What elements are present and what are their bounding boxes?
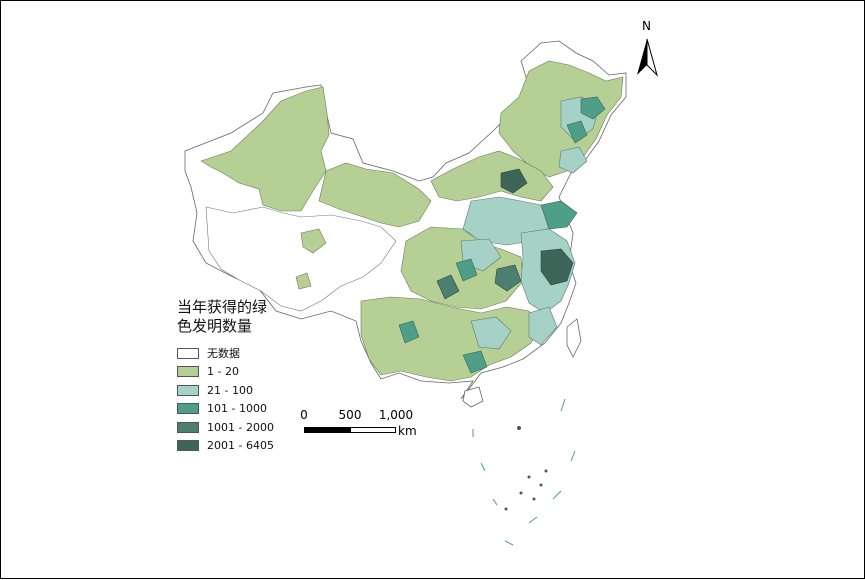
legend-item: 2001 - 6405 (177, 437, 307, 456)
legend: 当年获得的绿 色发明数量 无数据 1 - 20 21 - 100 101 - 1… (177, 298, 307, 455)
legend-swatch (177, 384, 199, 396)
region-chengdu (398, 320, 420, 344)
region-south (360, 296, 542, 382)
legend-item: 无数据 (177, 344, 307, 363)
legend-item: 1001 - 2000 (177, 418, 307, 437)
legend-title: 当年获得的绿 色发明数量 (177, 298, 277, 336)
region-hainan (462, 386, 484, 408)
legend-item: 101 - 1000 (177, 400, 307, 419)
legend-swatch (177, 403, 199, 415)
scale-tick-500: 500 (338, 408, 362, 422)
region-west-spot (295, 272, 312, 290)
region-fujian (528, 306, 558, 346)
legend-label: 21 - 100 (207, 383, 253, 397)
region-qinghai-spot (300, 228, 327, 254)
legend-label: 无数据 (207, 347, 240, 361)
region-south-mid (470, 316, 512, 350)
legend-swatch (177, 421, 199, 433)
scale-segment-white (350, 427, 396, 433)
scale-bar: 0 500 1,000 km (300, 408, 421, 440)
region-wuhan (494, 264, 522, 292)
region-tibet-white (205, 206, 397, 312)
scale-segment-black (304, 427, 350, 433)
region-beijing (500, 168, 528, 194)
region-central-dark (455, 258, 478, 282)
legend-label: 1001 - 2000 (207, 420, 274, 434)
north-arrow: N (635, 19, 659, 79)
region-inner-north (430, 150, 554, 202)
scale-tick-0: 0 (300, 408, 308, 422)
region-yangtze-delta (540, 248, 574, 286)
south-sea-islands (472, 398, 576, 546)
legend-label: 1 - 20 (207, 365, 239, 379)
region-ne-dark1 (580, 96, 606, 120)
region-guangzhou (462, 350, 488, 374)
legend-label: 2001 - 6405 (207, 439, 274, 453)
legend-label: 101 - 1000 (207, 402, 267, 416)
legend-item: 21 - 100 (177, 381, 307, 400)
legend-swatch (177, 440, 199, 452)
legend-title-line2: 色发明数量 (177, 317, 253, 335)
scale-unit: km (398, 424, 417, 438)
region-north-central (318, 162, 432, 228)
reef-dots (504, 426, 548, 511)
north-arrow-icon (637, 38, 658, 77)
region-ne-dark2 (566, 120, 588, 144)
region-ne-coast (558, 146, 588, 174)
region-taiwan (566, 318, 582, 358)
north-label: N (642, 19, 651, 33)
legend-item: 1 - 20 (177, 363, 307, 382)
region-shandong (540, 200, 578, 230)
legend-swatch (177, 366, 199, 378)
legend-title-line1: 当年获得的绿 (177, 298, 268, 316)
scale-tick-1000: 1,000 (378, 408, 414, 422)
legend-swatch (177, 347, 199, 359)
region-west-city (436, 274, 460, 300)
